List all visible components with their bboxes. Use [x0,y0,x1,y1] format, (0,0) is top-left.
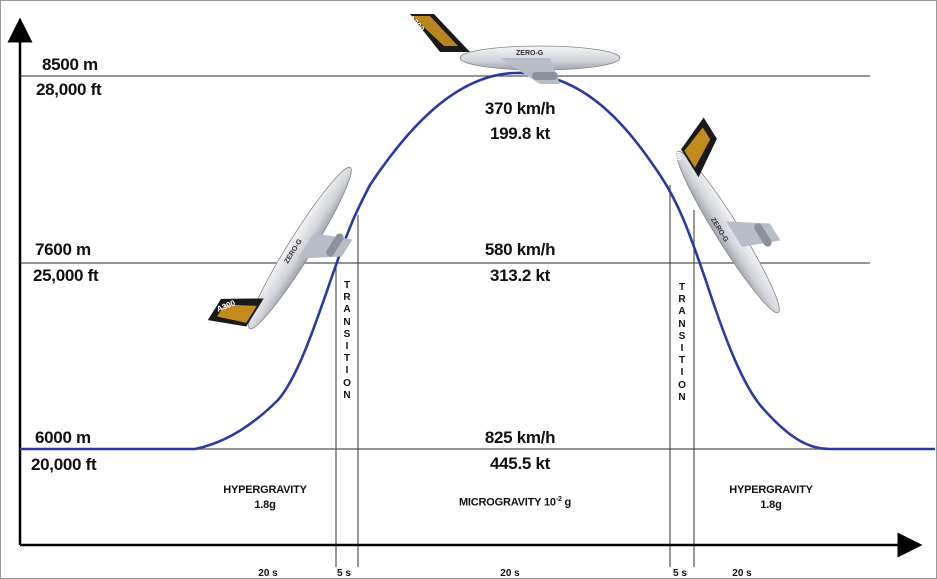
phase-right-hypergravity-g: 1.8g [760,499,782,511]
duration-tick-2: 5 s [337,568,351,579]
speed-mid-kt: 313.2 kt [490,266,550,285]
speed-apex-kt: 199.8 kt [490,124,550,143]
speed-mid-kmh: 580 km/h [484,240,556,259]
altitude-8500-meters: 8500 m [42,55,98,74]
altitude-8500-feet: 28,000 ft [36,80,102,99]
duration-tick-4: 5 s [673,568,687,579]
aircraft-top-icon: ZERO-G [410,14,621,84]
phase-microgravity-unit: g [564,496,572,509]
speed-low-kmh: 825 km/h [484,428,556,447]
altitude-6000-meters: 6000 m [35,428,91,447]
aircraft-left-icon: ZERO-G [207,166,353,330]
phase-microgravity-exponent: -2 [555,496,562,503]
altitude-7600-feet: 25,000 ft [33,266,99,285]
phase-microgravity: MICROGRAVITY 10-2 g [420,492,610,511]
flight-trajectory-curve [20,71,935,451]
phase-left-hypergravity-g: 1.8g [254,499,276,511]
phase-right-hypergravity-name: HYPERGRAVITY [729,484,813,496]
svg-text:ZERO-G: ZERO-G [516,50,544,57]
altitude-7600-meters: 7600 m [35,240,91,259]
speed-apex-kmh: 370 km/h [484,99,556,118]
duration-tick-1: 20 s [258,568,278,579]
phase-microgravity-name: MICROGRAVITY 10 [458,496,556,509]
duration-tick-5: 20 s [732,568,752,579]
duration-tick-3: 20 s [500,568,520,579]
altitude-6000-feet: 20,000 ft [31,455,97,474]
aircraft-right-type-label: A300 [671,141,683,162]
speed-low-kt: 445.5 kt [490,454,550,473]
phase-left-hypergravity-name: HYPERGRAVITY [223,484,307,496]
phase-right-hypergravity: HYPERGRAVITY 1.8g [706,483,836,513]
phase-left-hypergravity: HYPERGRAVITY 1.8g [200,483,330,513]
